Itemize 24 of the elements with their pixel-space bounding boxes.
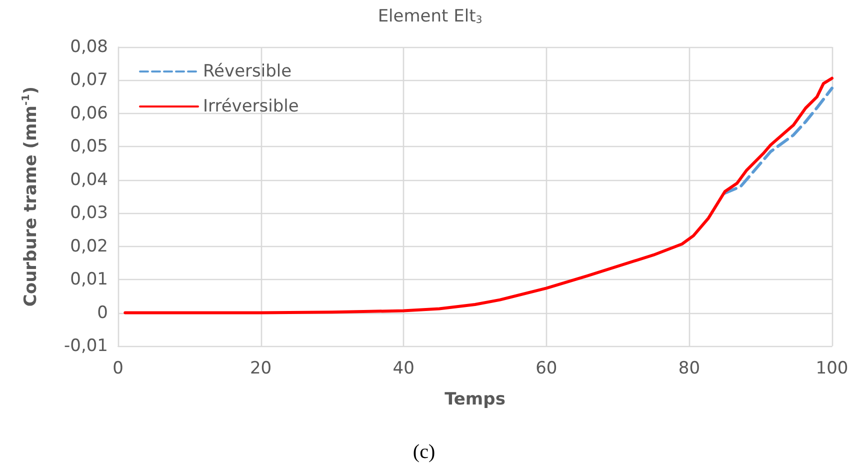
y-tick-label: 0,03 [70,203,108,224]
y-tick-label: 0 [97,302,108,323]
chart-title: Element Elt3 [378,6,482,26]
x-tick-label: 20 [250,358,272,378]
y-tick-label: 0,01 [70,270,108,290]
y-tick-label: 0,04 [70,170,108,190]
y-tick-label: 0,08 [70,37,108,57]
line-series [723,86,834,195]
text: (c) [412,441,436,463]
line-series [124,76,834,314]
x-tick-label: 40 [392,358,414,378]
x-tick-label: 80 [678,358,700,378]
y-axis-title: Courbure trame (mm-1) [20,86,41,307]
y-tick-label: 0,07 [70,70,108,90]
y-tick-label: 0,02 [70,236,108,256]
y-tick-label: 0,06 [70,103,108,124]
x-tick-label: 60 [536,358,558,378]
legend-label: Réversible [203,62,292,82]
legend-label: Irréversible [203,96,299,116]
x-axis-title: Temps [444,390,506,410]
y-tick-label: 0,05 [70,136,108,157]
x-tick-label: 0 [112,358,124,378]
y-tick-label: -0,01 [64,336,108,356]
x-tick-label: 100 [816,358,848,378]
